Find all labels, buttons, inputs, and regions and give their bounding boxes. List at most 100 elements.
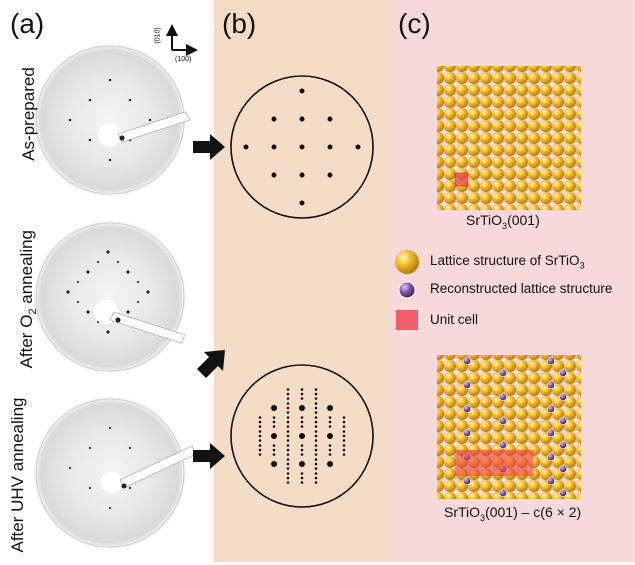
reconstructed-atom: [499, 417, 507, 425]
leed-image-after-o2: [33, 220, 187, 374]
reconstructed-atom: [463, 381, 471, 389]
leed-spot: [258, 434, 262, 438]
leed-spot: [300, 420, 304, 424]
leed-spot: [314, 411, 318, 414]
leed-spot: [314, 388, 318, 391]
leed-spot: [314, 434, 318, 438]
leed-spot: [342, 416, 346, 419]
row-label-after-o2: After O2 annealing: [16, 229, 40, 369]
leed-spot: [300, 476, 304, 480]
leed-spot: [258, 453, 262, 456]
axis-indicator: [166, 24, 198, 56]
leed-spot: [286, 411, 290, 414]
leed-spot: [272, 420, 276, 424]
leed-spot: [328, 444, 332, 447]
leed-spot: [342, 439, 346, 442]
leed-spot: [300, 444, 304, 447]
reconstructed-atom: [463, 357, 471, 365]
leed-spot: [300, 448, 304, 452]
leed-spot: [327, 405, 333, 411]
reconstructed-atom: [463, 477, 471, 485]
leed-spot: [271, 461, 277, 467]
arrow-as-prepared: [193, 134, 225, 160]
leed-spot: [286, 462, 290, 466]
reconstructed-atom: [499, 489, 507, 497]
leed-spot: [272, 453, 276, 456]
legend-symbols: [395, 250, 419, 330]
leed-spot: [300, 472, 304, 475]
axis-label-100: (100): [175, 56, 192, 63]
leed-spot: [258, 420, 262, 424]
lattice-srtio3-c6x2: [437, 355, 581, 499]
leed-spot: [314, 439, 318, 442]
reconstructed-atom: [499, 393, 507, 401]
leed-spot: [300, 392, 304, 396]
row-label-after-uhv: After UHV annealing: [8, 397, 27, 553]
leed-spot: [286, 420, 290, 424]
caption-srtio3-c6x2: SrTiO3(001) – c(6 × 2): [444, 504, 582, 523]
reconstructed-atom: [547, 477, 555, 485]
leed-spot: [342, 448, 346, 452]
leed-spot: [314, 458, 318, 461]
leed-spot: [272, 416, 276, 419]
leed-spot: [299, 433, 305, 439]
reconstructed-atom: [547, 429, 555, 437]
reconstructed-atom: [559, 393, 567, 401]
legend-lattice-label: Lattice structure of SrTiO3: [430, 253, 585, 271]
leed-spot: [258, 430, 262, 433]
leed-spot: [314, 402, 318, 405]
leed-spot: [286, 444, 290, 447]
legend-reconstructed-label: Reconstructed lattice structure: [430, 281, 613, 296]
reconstructed-atom: [547, 357, 555, 365]
axis-label-010: (010): [154, 27, 162, 44]
leed-spot: [314, 397, 318, 400]
leed-spot: [286, 416, 290, 419]
arrow-after-o2: [197, 350, 225, 378]
leed-spot: [314, 425, 318, 428]
reconstructed-atom: [547, 453, 555, 461]
reconstructed-atom: [463, 429, 471, 437]
panel-label-a: (a): [10, 8, 45, 39]
reconstructed-atom: [463, 405, 471, 413]
leed-schematic-c6x2: [230, 364, 374, 508]
reconstructed-atom: [547, 405, 555, 413]
leed-spot: [286, 402, 290, 405]
leed-image-as-prepared: [33, 43, 191, 197]
leed-spot: [300, 397, 304, 400]
caption-srtio3-001: SrTiO3(001): [466, 212, 540, 231]
panel-label-c: (c): [398, 8, 431, 39]
leed-spot: [342, 453, 346, 456]
leed-spot: [342, 425, 346, 428]
leed-spot: [314, 392, 318, 396]
leed-spot: [314, 467, 318, 470]
row-label-as-prepared: As-prepared: [19, 67, 38, 161]
leed-spot: [286, 406, 290, 410]
leed-spot: [314, 444, 318, 447]
leed-spot: [258, 439, 262, 442]
leed-spot: [286, 439, 290, 442]
leed-spot: [286, 472, 290, 475]
leed-spot: [314, 476, 318, 480]
leed-spot: [328, 425, 332, 428]
reconstructed-atom: [499, 369, 507, 377]
leed-spot: [286, 453, 290, 456]
leed-spot: [272, 448, 276, 452]
leed-spot: [271, 433, 277, 439]
leed-spot: [286, 392, 290, 396]
leed-spot: [314, 406, 318, 410]
leed-spot: [342, 420, 346, 424]
leed-spot: [286, 481, 290, 484]
leed-spot: [328, 416, 332, 419]
panel-b-background: [214, 0, 389, 562]
leed-spot: [314, 416, 318, 419]
leed-spot: [286, 458, 290, 461]
leed-spot: [286, 448, 290, 452]
lattice-srtio3-001: [437, 66, 581, 210]
leed-spot: [300, 388, 304, 391]
leed-spot: [327, 461, 333, 467]
leed-spot: [328, 448, 332, 452]
leed-spot: [286, 467, 290, 470]
panel-label-b: (b): [222, 8, 257, 39]
leed-spot: [286, 425, 290, 428]
